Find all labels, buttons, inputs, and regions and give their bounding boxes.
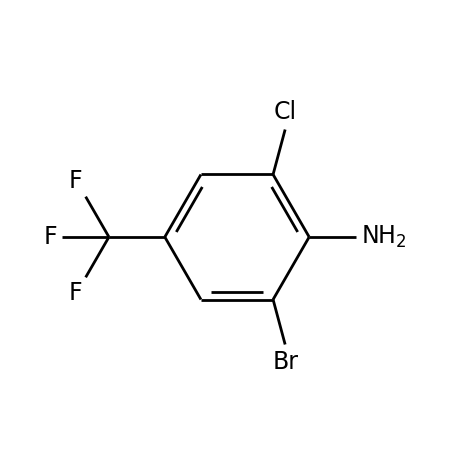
Text: Cl: Cl xyxy=(273,100,297,124)
Text: F: F xyxy=(68,281,82,305)
Text: Br: Br xyxy=(272,350,298,374)
Text: F: F xyxy=(43,225,57,249)
Text: NH$_2$: NH$_2$ xyxy=(361,224,407,250)
Text: F: F xyxy=(68,169,82,193)
